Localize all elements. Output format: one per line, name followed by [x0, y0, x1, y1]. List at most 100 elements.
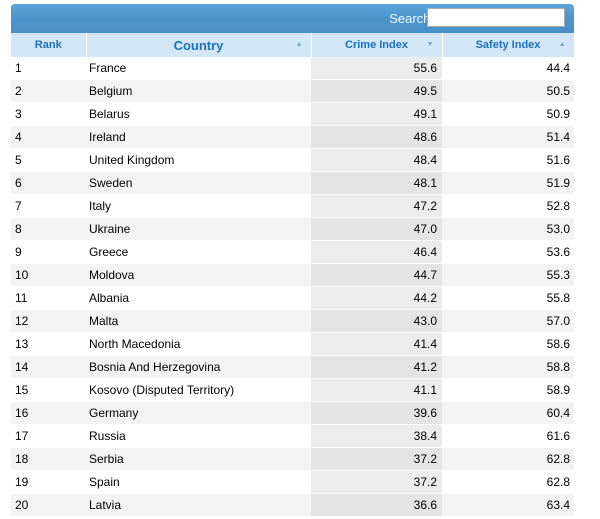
safety-index-cell: 63.4	[442, 493, 574, 517]
crime-index-cell: 48.6	[311, 125, 442, 149]
crime-index-cell: 36.6	[311, 493, 442, 517]
table-row: 8 Ukraine 47.0 53.0	[11, 217, 574, 241]
search-input[interactable]	[427, 8, 565, 27]
safety-index-cell: 53.6	[442, 240, 574, 264]
rank-cell: 6	[11, 171, 86, 195]
safety-index-cell: 62.8	[442, 447, 574, 471]
rank-cell: 14	[11, 355, 86, 379]
country-cell: Moldova	[86, 263, 311, 287]
crime-index-cell: 38.4	[311, 424, 442, 448]
column-header-crime-index[interactable]: Crime Index ▼	[311, 33, 443, 57]
country-cell: Italy	[86, 194, 311, 218]
safety-index-cell: 61.6	[442, 424, 574, 448]
table-row: 19 Spain 37.2 62.8	[11, 470, 574, 494]
search-label: Search:	[389, 11, 434, 26]
rank-cell: 9	[11, 240, 86, 264]
crime-index-cell: 49.1	[311, 102, 442, 126]
country-cell: Kosovo (Disputed Territory)	[86, 378, 311, 402]
safety-index-cell: 58.9	[442, 378, 574, 402]
rank-cell: 19	[11, 470, 86, 494]
rank-cell: 18	[11, 447, 86, 471]
country-cell: Bosnia And Herzegovina	[86, 355, 311, 379]
table-row: 11 Albania 44.2 55.8	[11, 286, 574, 310]
safety-index-cell: 51.9	[442, 171, 574, 195]
safety-index-cell: 52.8	[442, 194, 574, 218]
crime-index-cell: 48.1	[311, 171, 442, 195]
crime-index-cell: 48.4	[311, 148, 442, 172]
safety-index-cell: 50.5	[442, 79, 574, 103]
safety-index-cell: 58.8	[442, 355, 574, 379]
country-cell: Ireland	[86, 125, 311, 149]
rank-cell: 8	[11, 217, 86, 241]
crime-index-cell: 55.6	[311, 57, 442, 80]
crime-index-cell: 41.2	[311, 355, 442, 379]
safety-index-cell: 57.0	[442, 309, 574, 333]
rank-cell: 16	[11, 401, 86, 425]
crime-index-cell: 47.0	[311, 217, 442, 241]
country-cell: Albania	[86, 286, 311, 310]
sort-up-icon: ▲	[558, 41, 566, 48]
safety-index-cell: 62.8	[442, 470, 574, 494]
table-row: 13 North Macedonia 41.4 58.6	[11, 332, 574, 356]
country-cell: Ukraine	[86, 217, 311, 241]
column-header-crime-index-label: Crime Index	[345, 39, 408, 51]
country-cell: Belarus	[86, 102, 311, 126]
table-search-bar: Search:	[11, 4, 574, 33]
column-header-country-label: Country	[173, 37, 224, 53]
crime-index-cell: 47.2	[311, 194, 442, 218]
safety-index-cell: 55.8	[442, 286, 574, 310]
safety-index-cell: 44.4	[442, 57, 574, 80]
crime-index-cell: 43.0	[311, 309, 442, 333]
safety-index-cell: 55.3	[442, 263, 574, 287]
country-cell: Germany	[86, 401, 311, 425]
crime-index-table-container: Search: Rank Country ▲ Crime Index ▼	[11, 4, 575, 517]
country-cell: Spain	[86, 470, 311, 494]
table-row: 12 Malta 43.0 57.0	[11, 309, 574, 333]
table-row: 17 Russia 38.4 61.6	[11, 424, 574, 448]
table-header-row: Rank Country ▲ Crime Index ▼ Safety Inde…	[11, 33, 575, 57]
column-header-country[interactable]: Country ▲	[86, 33, 312, 57]
rank-cell: 4	[11, 125, 86, 149]
crime-index-cell: 41.4	[311, 332, 442, 356]
table-row: 20 Latvia 36.6 63.4	[11, 493, 574, 517]
safety-index-cell: 51.4	[442, 125, 574, 149]
table-row: 5 United Kingdom 48.4 51.6	[11, 148, 574, 172]
crime-index-cell: 41.1	[311, 378, 442, 402]
country-cell: France	[86, 57, 311, 80]
crime-index-table: Rank Country ▲ Crime Index ▼ Safety Inde…	[11, 33, 575, 517]
crime-index-cell: 44.7	[311, 263, 442, 287]
rank-cell: 17	[11, 424, 86, 448]
table-row: 2 Belgium 49.5 50.5	[11, 79, 574, 103]
safety-index-cell: 50.9	[442, 102, 574, 126]
table-row: 3 Belarus 49.1 50.9	[11, 102, 574, 126]
country-cell: Russia	[86, 424, 311, 448]
table-row: 15 Kosovo (Disputed Territory) 41.1 58.9	[11, 378, 574, 402]
crime-index-cell: 46.4	[311, 240, 442, 264]
rank-cell: 1	[11, 57, 86, 80]
rank-cell: 10	[11, 263, 86, 287]
country-cell: Latvia	[86, 493, 311, 517]
sort-down-icon: ▼	[426, 41, 434, 48]
sort-up-icon: ▲	[295, 41, 303, 48]
table-row: 4 Ireland 48.6 51.4	[11, 125, 574, 149]
column-header-safety-index[interactable]: Safety Index ▲	[442, 33, 575, 57]
country-cell: Sweden	[86, 171, 311, 195]
rank-cell: 13	[11, 332, 86, 356]
country-cell: Serbia	[86, 447, 311, 471]
column-header-safety-index-label: Safety Index	[475, 39, 541, 51]
rank-cell: 11	[11, 286, 86, 310]
safety-index-cell: 51.6	[442, 148, 574, 172]
safety-index-cell: 53.0	[442, 217, 574, 241]
country-cell: Belgium	[86, 79, 311, 103]
crime-index-cell: 39.6	[311, 401, 442, 425]
rank-cell: 7	[11, 194, 86, 218]
table-row: 6 Sweden 48.1 51.9	[11, 171, 574, 195]
rank-cell: 12	[11, 309, 86, 333]
crime-index-cell: 37.2	[311, 447, 442, 471]
table-row: 18 Serbia 37.2 62.8	[11, 447, 574, 471]
table-row: 16 Germany 39.6 60.4	[11, 401, 574, 425]
table-row: 1 France 55.6 44.4	[11, 57, 574, 80]
column-header-rank[interactable]: Rank	[11, 33, 87, 57]
rank-cell: 15	[11, 378, 86, 402]
country-cell: Malta	[86, 309, 311, 333]
